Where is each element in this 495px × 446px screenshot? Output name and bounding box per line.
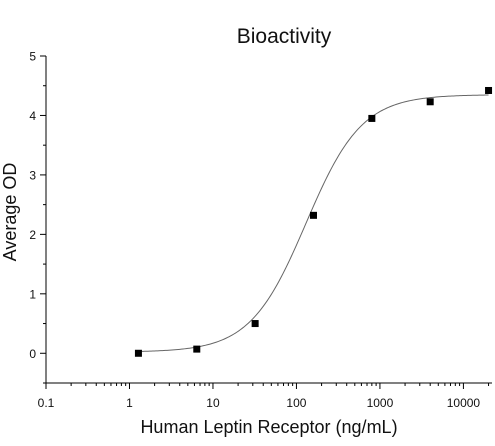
x-tick-label: 1 — [126, 396, 133, 410]
y-tick-label: 0 — [29, 347, 36, 361]
y-tick-label: 1 — [29, 287, 36, 301]
chart-title: Bioactivity — [237, 25, 332, 48]
data-point — [251, 320, 259, 328]
fit-curve — [138, 94, 489, 352]
y-axis-label: Average OD — [0, 163, 20, 262]
x-axis-label: Human Leptin Receptor (ng/mL) — [140, 417, 397, 437]
data-point — [426, 98, 434, 106]
data-points-layer — [134, 86, 493, 357]
x-tick-label: 1000 — [367, 396, 394, 410]
y-tick-label: 2 — [29, 228, 36, 242]
data-point — [309, 211, 317, 219]
data-point — [485, 86, 493, 94]
data-point — [193, 345, 201, 353]
data-point — [134, 349, 142, 357]
y-tick-label: 4 — [29, 109, 36, 123]
x-tick-label: 100 — [286, 396, 306, 410]
fit-curve-layer — [138, 94, 489, 352]
x-tick-label: 10 — [206, 396, 220, 410]
x-tick-label: 10000 — [447, 396, 481, 410]
x-tick-label: 0.1 — [38, 396, 55, 410]
y-tick-label: 5 — [29, 50, 36, 64]
y-tick-label: 3 — [29, 168, 36, 182]
axes-layer: 0.1 1 10 100 1000 10000 0 1 2 3 4 5 — [29, 50, 492, 410]
data-point — [368, 114, 376, 122]
